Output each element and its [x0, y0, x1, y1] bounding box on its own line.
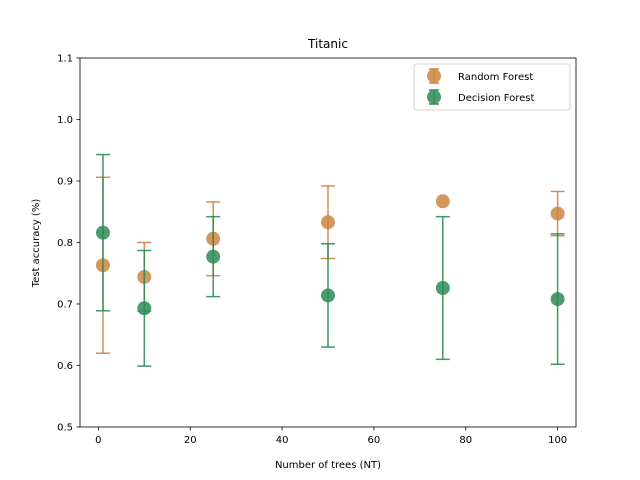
y-tick-label: 0.6 [57, 361, 73, 372]
legend: Random Forest Decision Forest [413, 63, 571, 111]
y-tick-label: 1.1 [57, 54, 73, 65]
legend-box [413, 63, 571, 111]
y-tick-label: 0.5 [57, 423, 73, 434]
data-point [137, 301, 152, 316]
data-point [321, 288, 335, 303]
x-tick-label: 0 [95, 435, 101, 446]
legend-marker [427, 90, 441, 104]
data-point [95, 225, 110, 240]
y-tick-label: 1.0 [57, 115, 73, 126]
y-tick-label: 0.8 [57, 238, 73, 249]
data-point [550, 206, 565, 221]
chart-title: Titanic [307, 37, 348, 51]
data-point [321, 215, 335, 230]
y-axis-label: Test accuracy (%) [31, 199, 42, 289]
series-decision-forest [95, 153, 565, 367]
data-point [435, 281, 450, 296]
legend-label: Random Forest [458, 72, 533, 83]
x-tick-label: 60 [368, 435, 381, 446]
x-axis-label: Number of trees (NT) [275, 460, 381, 471]
y-tick-label: 0.9 [57, 177, 73, 188]
data-point [206, 249, 221, 264]
x-tick-label: 20 [184, 435, 197, 446]
x-tick-label: 40 [276, 435, 289, 446]
x-tick-label: 100 [548, 435, 567, 446]
data-point [550, 292, 565, 307]
x-tick-label: 80 [459, 435, 472, 446]
data-point [435, 194, 450, 209]
y-tick-label: 0.7 [57, 300, 73, 311]
legend-marker [427, 69, 441, 83]
plot-area: 0 20 40 60 80 100 0.5 0.6 0.7 0.8 0.9 1.0 1.1 [57, 54, 577, 446]
legend-label: Decision Forest [458, 93, 535, 104]
